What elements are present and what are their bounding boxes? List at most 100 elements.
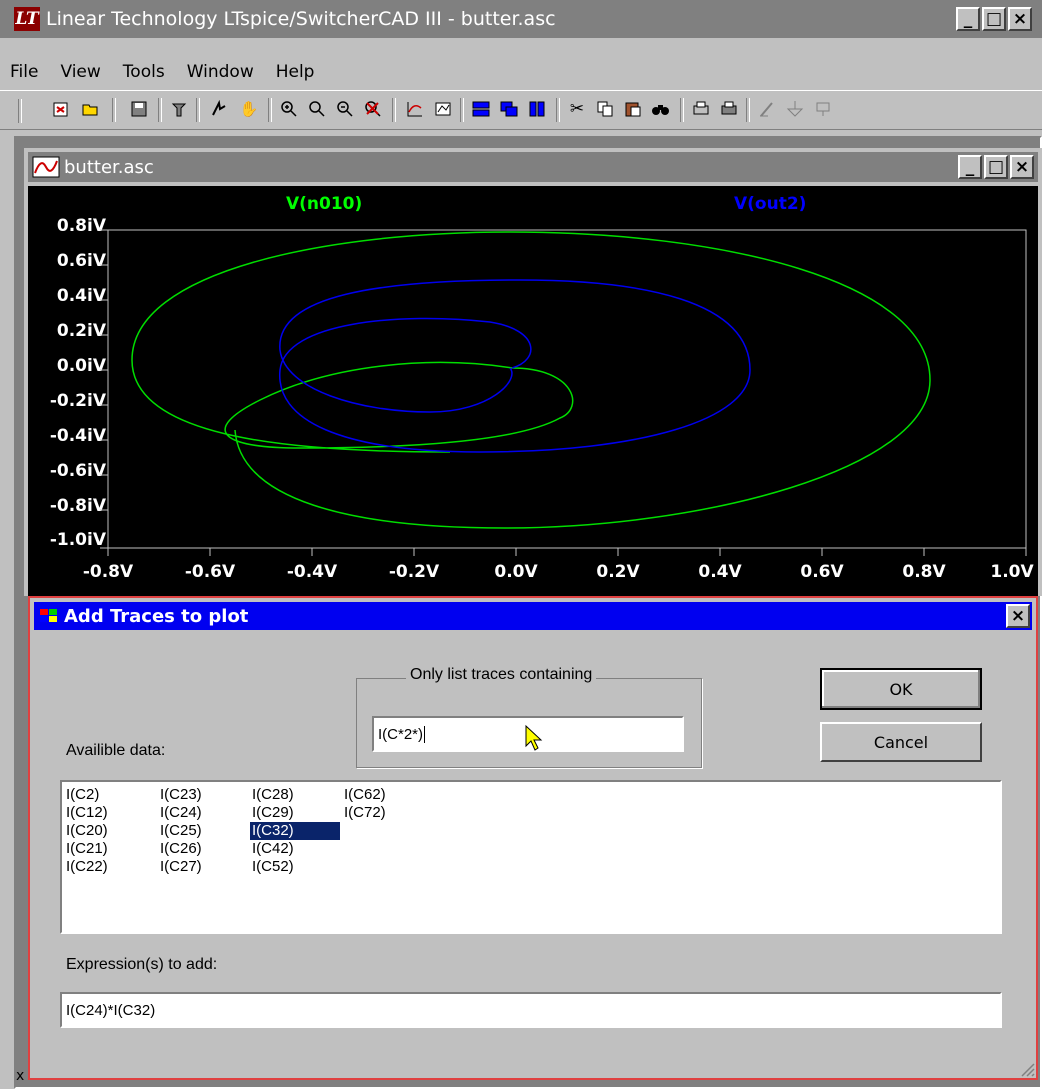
menu-bar: File View Tools Window Help — [0, 58, 1042, 86]
legend-series-1: V(n010) — [286, 194, 363, 214]
cascade-icon[interactable] — [498, 98, 520, 120]
x-tick-label: -0.2V — [388, 562, 440, 582]
zoom-cancel-icon[interactable] — [362, 98, 384, 120]
y-tick-label: 0.8iV — [56, 216, 106, 236]
control-panel-icon[interactable] — [168, 98, 190, 120]
y-tick-label: 0.0iV — [56, 356, 106, 376]
zoom-in-icon[interactable] — [278, 98, 300, 120]
list-item[interactable]: I(C29) — [252, 804, 294, 821]
list-item[interactable]: I(C12) — [66, 804, 108, 821]
x-tick-label: -0.4V — [286, 562, 338, 582]
x-tick-label: 0.4V — [698, 562, 742, 582]
series-line-v-out2 — [279, 279, 751, 453]
series-line-v-n010 — [131, 231, 931, 529]
list-item[interactable]: I(C25) — [160, 822, 202, 839]
expression-label: Expression(s) to add: — [66, 956, 218, 973]
plot-minimize-button[interactable]: _ — [958, 155, 982, 179]
draw-wire-icon[interactable] — [756, 98, 778, 120]
x-tick-label: 0.2V — [596, 562, 640, 582]
menu-help[interactable]: Help — [275, 62, 315, 82]
list-item[interactable]: I(C52) — [252, 858, 294, 875]
available-data-list[interactable] — [60, 780, 1002, 934]
label-net-icon[interactable] — [812, 98, 834, 120]
tile-horizontal-icon[interactable] — [470, 98, 492, 120]
list-column-4: I(C62) I(C72) — [342, 786, 386, 822]
open-icon[interactable] — [80, 98, 102, 120]
y-tick-label: -0.4iV — [49, 426, 106, 446]
x-tick-label: 1.0V — [990, 562, 1034, 582]
list-item[interactable]: I(C26) — [160, 840, 202, 857]
print-icon[interactable] — [718, 98, 740, 120]
dialog-close-button[interactable]: × — [1006, 604, 1030, 628]
add-traces-dialog: Add Traces to plot × Only list traces co… — [28, 596, 1038, 1080]
x-tick-label: 0.6V — [800, 562, 844, 582]
dialog-title: Add Traces to plot — [64, 605, 249, 627]
x-tick-label: -0.6V — [184, 562, 236, 582]
status-text: x — [16, 1068, 25, 1084]
plot-svg — [100, 229, 1027, 556]
dialog-title-bar: Add Traces to plot × — [34, 602, 1032, 630]
new-schematic-icon[interactable] — [50, 98, 72, 120]
halt-icon[interactable]: ✋ — [239, 100, 259, 118]
plot-close-button[interactable]: × — [1010, 155, 1034, 179]
cut-icon[interactable]: ✂ — [569, 99, 585, 119]
list-item[interactable]: I(C21) — [66, 840, 108, 857]
app-title: Linear Technology LTspice/SwitcherCAD II… — [46, 8, 556, 30]
list-item[interactable]: I(C20) — [66, 822, 108, 839]
copy-icon[interactable] — [594, 98, 616, 120]
menu-tools[interactable]: Tools — [122, 62, 165, 82]
ground-icon[interactable] — [784, 98, 806, 120]
y-tick-marks — [100, 229, 108, 549]
plot-window: butter.asc _ □ × V(n010) V(out2) 0.8iV 0… — [24, 148, 1042, 596]
ok-button[interactable]: OK — [820, 668, 982, 710]
minimize-button[interactable]: _ — [956, 7, 980, 31]
list-column-1: I(C2) I(C12) I(C20) I(C21) I(C22) — [64, 786, 108, 876]
y-tick-label: -0.8iV — [49, 496, 106, 516]
y-tick-label: -0.6iV — [49, 461, 106, 481]
filter-group-label: Only list traces containing — [406, 666, 597, 684]
list-item[interactable]: I(C42) — [252, 840, 294, 857]
maximize-button[interactable]: □ — [982, 7, 1006, 31]
tile-vertical-icon[interactable] — [526, 98, 548, 120]
paste-icon[interactable] — [622, 98, 644, 120]
zoom-out-icon[interactable] — [334, 98, 356, 120]
close-button[interactable]: × — [1008, 7, 1032, 31]
menu-view[interactable]: View — [60, 62, 101, 82]
expression-input[interactable]: I(C24)*I(C32) — [60, 992, 1002, 1028]
app-title-bar: LT Linear Technology LTspice/SwitcherCAD… — [0, 0, 1042, 38]
print-preview-icon[interactable] — [690, 98, 712, 120]
x-tick-label: 0.8V — [902, 562, 946, 582]
run-icon[interactable] — [208, 98, 230, 120]
mouse-pointer-icon — [525, 724, 543, 751]
resize-grip-icon[interactable] — [1018, 1060, 1036, 1078]
y-tick-label: 0.4iV — [56, 286, 106, 306]
list-item[interactable]: I(C72) — [344, 804, 386, 821]
plot-window-title: butter.asc — [64, 156, 154, 178]
plot-maximize-button[interactable]: □ — [984, 155, 1008, 179]
save-icon[interactable] — [128, 98, 150, 120]
list-item[interactable]: I(C24) — [160, 804, 202, 821]
legend-series-2: V(out2) — [734, 194, 807, 214]
list-item[interactable]: I(C2) — [66, 786, 100, 803]
find-icon[interactable] — [650, 98, 672, 120]
autorange-icon[interactable] — [404, 98, 426, 120]
list-item[interactable]: I(C62) — [344, 786, 386, 803]
add-plot-pane-icon[interactable] — [432, 98, 454, 120]
list-item[interactable]: I(C23) — [160, 786, 202, 803]
list-item-selected[interactable]: I(C32) — [250, 822, 340, 840]
menu-file[interactable]: File — [10, 62, 39, 82]
cancel-button[interactable]: Cancel — [820, 722, 982, 762]
windows-flag-icon — [38, 607, 60, 625]
y-tick-label: 0.2iV — [56, 321, 106, 341]
x-tick-label: 0.0V — [494, 562, 538, 582]
zoom-fit-icon[interactable] — [306, 98, 328, 120]
list-item[interactable]: I(C27) — [160, 858, 202, 875]
plot-window-title-bar: butter.asc _ □ × — [28, 152, 1038, 182]
x-tick-marks — [107, 548, 1027, 556]
available-data-label: Availible data: — [66, 742, 166, 759]
list-column-3: I(C28) I(C29) I(C32) I(C42) I(C52) — [250, 786, 340, 876]
list-item[interactable]: I(C22) — [66, 858, 108, 875]
list-item[interactable]: I(C28) — [252, 786, 294, 803]
menu-window[interactable]: Window — [186, 62, 254, 82]
plot-axes-box — [107, 229, 1027, 549]
